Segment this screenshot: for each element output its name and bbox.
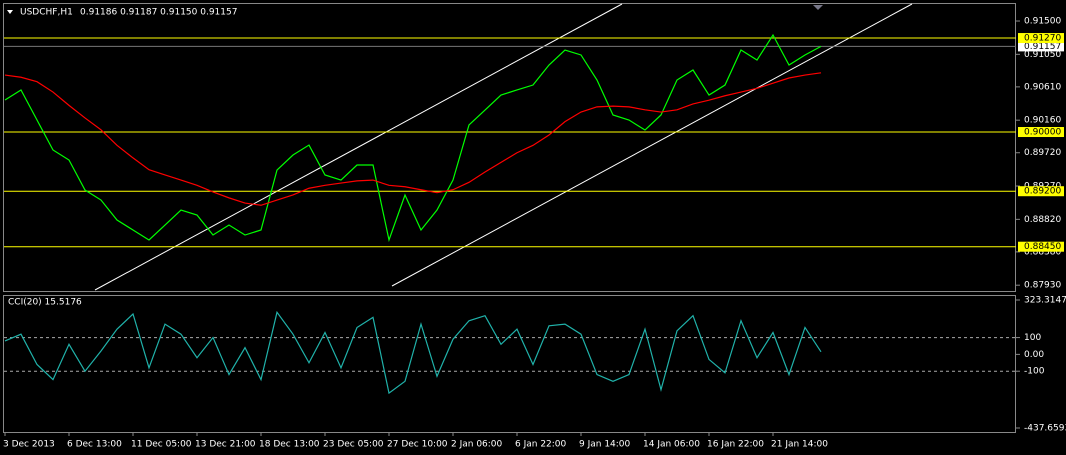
y-tick-label: 0.91050 (1024, 50, 1061, 60)
level-label: 0.88450 (1024, 242, 1061, 252)
y-tick-label: 0.88820 (1024, 215, 1061, 225)
price-label: 0.91157 (1024, 42, 1061, 52)
level-label-box (1018, 186, 1064, 197)
level-label-box (1018, 127, 1064, 138)
x-tick-label: 23 Dec 05:00 (323, 440, 384, 450)
x-tick-label: 6 Jan 22:00 (515, 440, 567, 450)
y-tick-label: 323.3147 (1024, 296, 1066, 306)
x-tick-label: 27 Dec 10:00 (387, 440, 448, 450)
x-tick-label: 18 Dec 13:00 (259, 440, 320, 450)
y-tick-label: 0.90610 (1024, 82, 1061, 92)
x-tick-label: 11 Dec 05:00 (131, 440, 192, 450)
cci-title: CCI(20) 15.5176 (8, 298, 82, 308)
y-tick-label: 0.88380 (1024, 247, 1061, 257)
level-label-box (1018, 33, 1064, 44)
data-line (4, 33, 822, 243)
price-label-box (1018, 41, 1064, 52)
x-tick-label: 13 Dec 21:00 (195, 440, 256, 450)
channel-line (391, 3, 913, 287)
chart-title: USDCHF,H1 (20, 8, 73, 18)
y-tick-label: -437.6593 (1024, 424, 1066, 434)
data-line (4, 310, 822, 395)
channel-line (94, 3, 623, 291)
y-tick-label: 0.00 (1024, 350, 1044, 360)
x-tick-label: 21 Jan 14:00 (771, 440, 828, 450)
x-tick-label: 6 Dec 13:00 (67, 440, 122, 450)
y-tick-label: 0.90160 (1024, 116, 1061, 126)
x-tick-label: 16 Jan 22:00 (707, 440, 764, 450)
level-label-box (1018, 241, 1064, 252)
y-tick-label: 0.91500 (1024, 17, 1061, 27)
cci-panel (3, 295, 1016, 433)
level-label: 0.91270 (1024, 34, 1061, 44)
data-line (4, 72, 822, 206)
y-tick-label: 100 (1024, 333, 1041, 343)
y-tick-label: -100 (1024, 367, 1045, 377)
chart-subtitle: 0.91186 0.91187 0.91150 0.91157 (80, 8, 237, 18)
main-panel (3, 3, 1016, 292)
x-tick-label: 3 Dec 2013 (3, 440, 55, 450)
x-tick-label: 14 Jan 06:00 (643, 440, 700, 450)
menu-triangle (7, 10, 13, 14)
level-label: 0.90000 (1024, 128, 1061, 138)
x-tick-label: 2 Jan 06:00 (451, 440, 503, 450)
shift-marker (813, 5, 823, 10)
x-tick-label: 9 Jan 14:00 (579, 440, 631, 450)
y-tick-label: 0.89720 (1024, 148, 1061, 158)
level-label: 0.89200 (1024, 187, 1061, 197)
y-tick-label: 0.87930 (1024, 281, 1061, 291)
